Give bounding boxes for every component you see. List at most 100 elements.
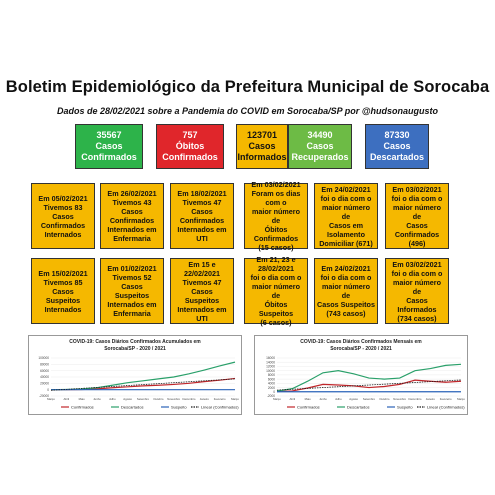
series-line: [50, 361, 236, 391]
y-tick-label: 40000: [40, 375, 49, 379]
x-tick-label: Fevereiro: [440, 397, 452, 401]
x-tick-label: Maio: [305, 397, 312, 401]
stat-box: 35567 Casos Confirmados: [75, 124, 143, 169]
info-card: Em 26/02/2021 Tivemos 43 Casos Confirmados…: [100, 183, 164, 249]
x-tick-label: Março: [457, 397, 465, 401]
x-tick-label: Julho: [335, 397, 342, 401]
info-card-line: foi o dia com o: [391, 268, 443, 278]
info-card-line: Tivemos 52 Casos: [112, 273, 152, 291]
chart-monthly-svg: COVID-19: Casos Diários Confirmados Mens…: [266, 339, 465, 410]
info-card: Em 15 e 22/02/2021 Tivemos 47 Casos Suspeit…: [170, 258, 234, 324]
info-card-line: Em 24/02/2021: [321, 184, 371, 194]
info-card: Em 24/02/2021 foi o dia com o maior número…: [314, 258, 378, 324]
info-card-line: maior número de: [322, 282, 370, 300]
info-card-line: (743 casos): [326, 309, 366, 318]
info-card-line: Internados em UTI: [177, 304, 227, 323]
chart-accumulated-svg: COVID-19: Casos Diários Confirmados Acum…: [38, 339, 239, 410]
y-tick-label: 2000: [268, 386, 275, 390]
info-card-line: Internados em UTI: [177, 225, 227, 243]
stat-box: 34490 Casos Recuperados: [288, 124, 352, 169]
info-card-line: Tivemos 85 Casos: [43, 277, 83, 296]
info-card-line: Domiciliar (671): [319, 238, 373, 248]
stat-value: 757: [182, 130, 198, 140]
stat-label1: Casos: [383, 141, 411, 151]
y-tick-label: 100000: [38, 356, 49, 360]
chart-title: COVID-19: Casos Diários Confirmados Acum…: [69, 339, 201, 345]
legend-label: Confirmados: [71, 405, 94, 410]
info-card-line: 28/02/2021: [258, 264, 294, 273]
x-tick-label: Julho: [109, 397, 116, 401]
info-card-line: Em 18/02/2021: [177, 189, 227, 198]
x-tick-label: Maio: [79, 397, 86, 401]
info-card: Em 24/02/2021 foi o dia com o maior número…: [314, 183, 378, 249]
stat-value: 34490: [307, 130, 333, 140]
info-card-line: Internados: [44, 304, 82, 314]
legend-label: Descartados: [121, 405, 143, 410]
y-tick-label: 0: [47, 388, 49, 392]
x-tick-label: Junho: [319, 397, 327, 401]
x-tick-label: Outubro: [379, 397, 390, 401]
x-tick-label: Dezembro: [183, 397, 196, 401]
x-tick-label: Novembro: [167, 397, 180, 401]
x-tick-label: Março: [47, 397, 55, 401]
x-tick-label: Março: [231, 397, 239, 401]
stat-label2: Descartados: [369, 152, 425, 162]
info-card-line: Internados: [44, 229, 82, 239]
stat-value: 87330: [384, 130, 410, 140]
info-card-line: Casos em: [329, 220, 363, 230]
stat-label2: Informados: [237, 152, 287, 162]
y-tick-label: 14000: [266, 360, 275, 364]
info-card-line: Confirmados: [179, 216, 225, 225]
info-card-line: maior número de: [393, 202, 441, 221]
x-tick-label: Agosto: [123, 397, 132, 401]
info-card-line: Suspeitos: [114, 291, 150, 300]
legend-label: Suspeito: [171, 405, 187, 410]
y-tick-label: 12000: [266, 365, 275, 369]
stat-label2: Confirmados: [81, 152, 137, 162]
x-tick-label: Janeiro: [426, 397, 436, 401]
info-card-line: Confirmados: [109, 216, 155, 225]
series-line: [50, 378, 236, 391]
series-line: [276, 379, 462, 391]
info-card-line: Em 03/02/2021: [392, 259, 442, 269]
info-card-line: Tivemos 47 Casos: [182, 277, 222, 296]
legend-label: Suspeito: [397, 405, 413, 410]
y-tick-label: -20000: [39, 394, 49, 398]
chart-monthly: COVID-19: Casos Diários Confirmados Mens…: [254, 335, 468, 415]
x-tick-label: Junho: [93, 397, 101, 401]
info-card-line: Casos Confirmados: [394, 220, 440, 239]
info-card: Em 21, 23 e 28/02/2021 foi o dia com o maio…: [244, 255, 308, 327]
stat-box: 123701 Casos Informados: [236, 124, 288, 169]
stat-label1: Casos: [306, 141, 334, 151]
chart-title: Sorocaba/SP - 2020 / 2021: [330, 346, 392, 352]
info-card-line: Internados em: [107, 225, 157, 234]
info-card-line: Em 15/02/2021: [38, 268, 88, 278]
y-tick-label: 0: [273, 390, 275, 394]
x-tick-label: Setembro: [363, 397, 376, 401]
stat-label1: Casos: [95, 141, 123, 151]
info-card-line: Enfermaria: [113, 234, 151, 243]
info-card-line: Em 01/02/2021: [107, 264, 157, 273]
x-tick-label: Dezembro: [409, 397, 422, 401]
page-subtitle: Dados de 28/02/2021 sobre a Pandemia do …: [56, 106, 439, 116]
info-card-line: (496): [408, 238, 426, 248]
y-tick-label: 60000: [40, 369, 49, 373]
info-card-line: Enfermaria: [113, 309, 151, 318]
info-card-line: (734 casos): [397, 313, 437, 323]
info-card-line: maior número de: [322, 202, 370, 221]
x-tick-label: Março: [273, 397, 281, 401]
info-card-line: Óbitos Confirmados: [253, 225, 299, 243]
info-card-line: maior número de: [393, 277, 441, 296]
legend-label: Confirmados: [297, 405, 320, 410]
info-card-line: Em 15 e: [188, 259, 216, 269]
series-line: [276, 363, 462, 392]
x-tick-label: Novembro: [393, 397, 406, 401]
y-tick-label: 8000: [268, 373, 275, 377]
chart-accumulated: COVID-19: Casos Diários Confirmados Acum…: [28, 335, 242, 415]
info-card-line: Em 21, 23 e: [256, 255, 296, 264]
x-tick-label: Agosto: [349, 397, 358, 401]
y-tick-label: 10000: [266, 369, 275, 373]
info-card-line: Isolamento: [327, 229, 365, 239]
chart-title: Sorocaba/SP - 2020 / 2021: [104, 346, 166, 352]
info-card-line: maior número de: [252, 207, 300, 225]
